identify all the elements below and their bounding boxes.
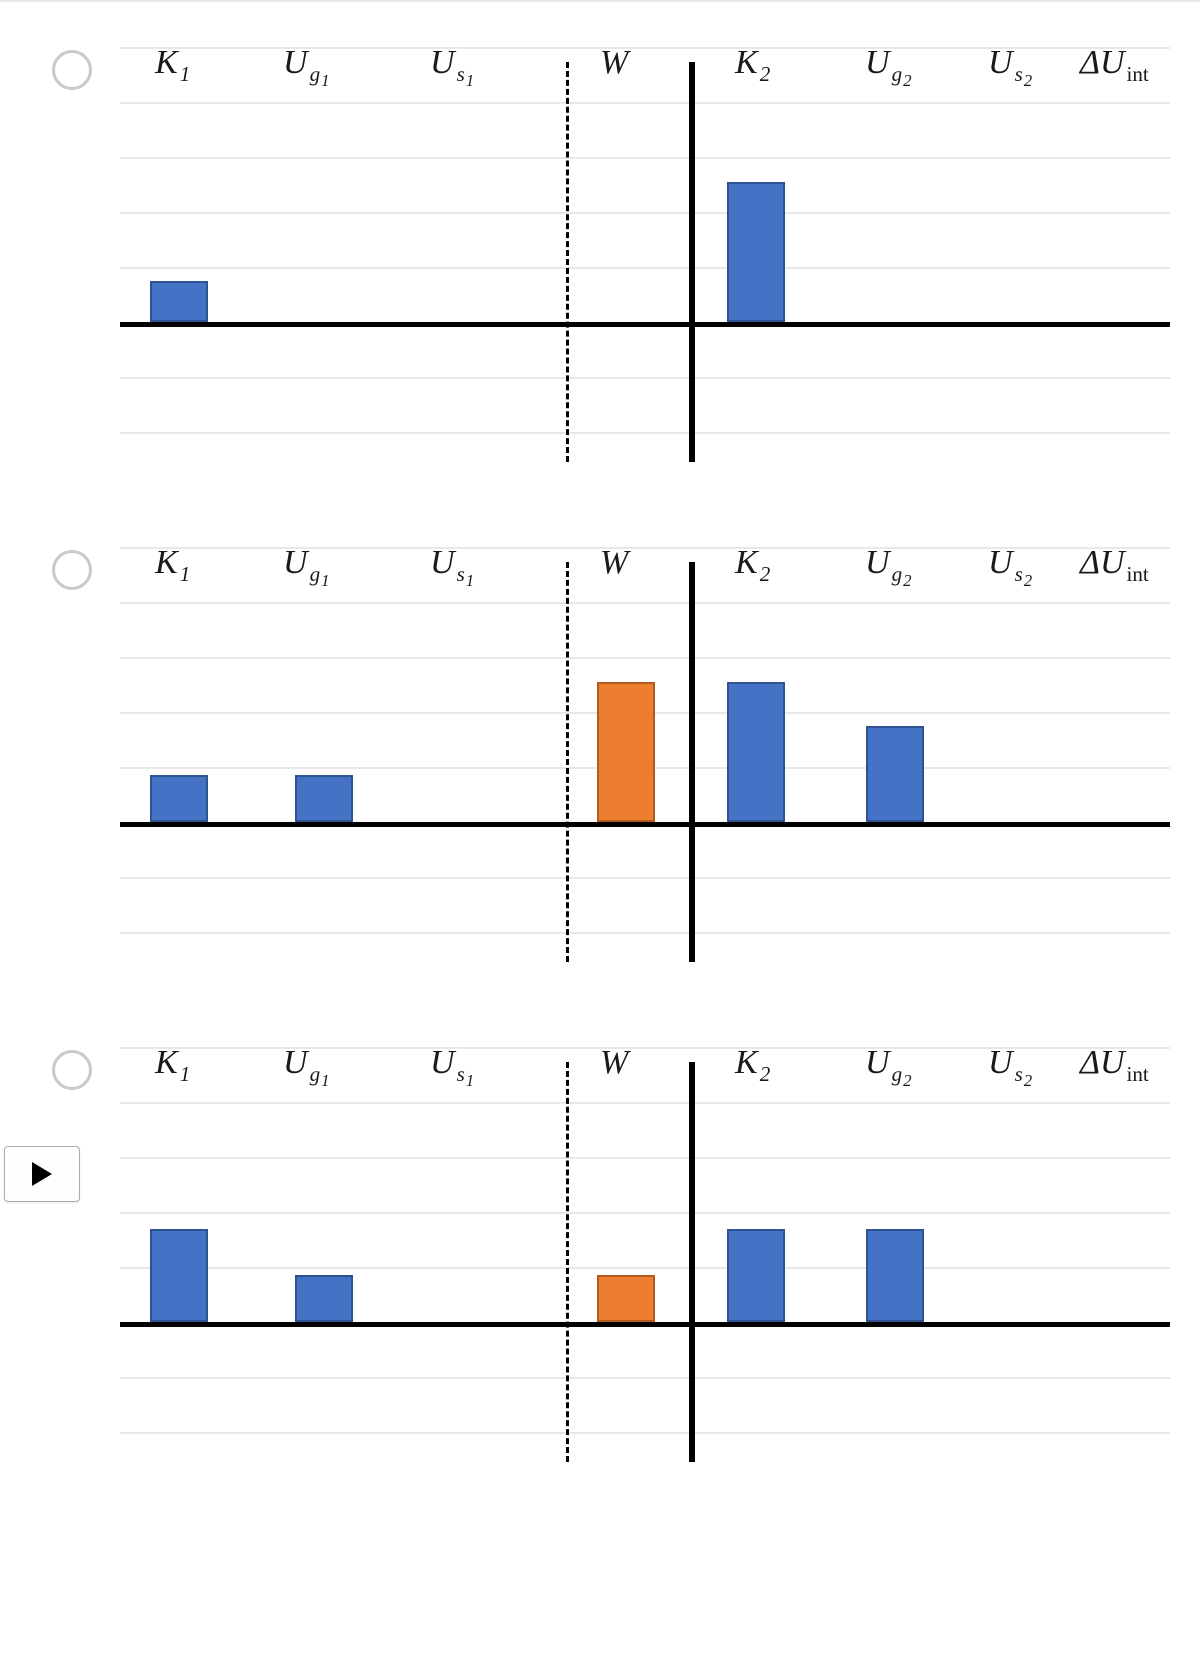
gridline: [120, 212, 1170, 214]
column-label-dUint: ΔUint: [1080, 1044, 1149, 1087]
column-label-Us2: Us2: [988, 1044, 1032, 1091]
divider-solid: [689, 62, 695, 462]
gridline: [120, 267, 1170, 269]
gridline: [120, 657, 1170, 659]
gridline: [120, 432, 1170, 434]
play-icon: [32, 1162, 52, 1186]
gridline: [120, 1432, 1170, 1434]
bar-K1: [150, 281, 208, 322]
divider-dashed: [566, 1062, 569, 1462]
column-label-K2: K2: [735, 44, 770, 87]
x-axis: [120, 822, 1170, 827]
column-label-W: W: [600, 544, 628, 582]
bar-K1: [150, 1229, 208, 1323]
gridline: [120, 1267, 1170, 1269]
column-label-W: W: [600, 1044, 628, 1082]
bar-Ug2: [866, 726, 924, 822]
column-label-dUint: ΔUint: [1080, 544, 1149, 587]
energy-bar-chart: K1 Ug1 Us1 W K2 Ug2 Us2 ΔUint: [120, 22, 1170, 462]
column-label-Ug2: Ug2: [865, 544, 912, 591]
column-label-Us1: Us1: [430, 1044, 474, 1091]
bar-Ug1: [295, 1275, 353, 1322]
play-button[interactable]: [4, 1146, 80, 1202]
gridline: [120, 932, 1170, 934]
column-label-K1: K1: [155, 1044, 190, 1087]
bar-K2: [727, 682, 785, 822]
column-label-K1: K1: [155, 544, 190, 587]
gridline: [120, 102, 1170, 104]
gridline: [120, 377, 1170, 379]
divider-dashed: [566, 62, 569, 462]
column-label-K2: K2: [735, 1044, 770, 1087]
bar-Ug2: [866, 1229, 924, 1323]
column-label-Us1: Us1: [430, 44, 474, 91]
x-axis: [120, 322, 1170, 327]
radio-button[interactable]: [52, 50, 92, 90]
column-label-Us2: Us2: [988, 544, 1032, 591]
bar-Ug1: [295, 775, 353, 822]
gridline: [120, 877, 1170, 879]
bar-W: [597, 682, 655, 822]
bar-W: [597, 1275, 655, 1322]
gridline: [120, 1212, 1170, 1214]
radio-button[interactable]: [52, 1050, 92, 1090]
column-label-dUint: ΔUint: [1080, 44, 1149, 87]
bar-K2: [727, 182, 785, 322]
divider-solid: [689, 1062, 695, 1462]
gridline: [120, 602, 1170, 604]
bar-K2: [727, 1229, 785, 1323]
gridline: [120, 1102, 1170, 1104]
column-label-Ug2: Ug2: [865, 44, 912, 91]
divider-solid: [689, 562, 695, 962]
column-label-Us1: Us1: [430, 544, 474, 591]
column-label-K1: K1: [155, 44, 190, 87]
radio-button[interactable]: [52, 550, 92, 590]
x-axis: [120, 1322, 1170, 1327]
column-label-Us2: Us2: [988, 44, 1032, 91]
answer-option[interactable]: K1 Ug1 Us1 W K2 Ug2 Us2 ΔUint: [0, 22, 1200, 462]
energy-bar-chart: K1 Ug1 Us1 W K2 Ug2 Us2 ΔUint: [120, 522, 1170, 962]
answer-option[interactable]: K1 Ug1 Us1 W K2 Ug2 Us2 ΔUint: [0, 522, 1200, 962]
gridline: [120, 157, 1170, 159]
gridline: [120, 1377, 1170, 1379]
gridline: [120, 1157, 1170, 1159]
column-label-W: W: [600, 44, 628, 82]
column-label-Ug1: Ug1: [283, 44, 330, 91]
energy-bar-chart: K1 Ug1 Us1 W K2 Ug2 Us2 ΔUint: [120, 1022, 1170, 1462]
answer-option[interactable]: K1 Ug1 Us1 W K2 Ug2 Us2 ΔUint: [0, 1022, 1200, 1462]
column-label-Ug1: Ug1: [283, 544, 330, 591]
bar-K1: [150, 775, 208, 822]
column-label-K2: K2: [735, 544, 770, 587]
column-label-Ug1: Ug1: [283, 1044, 330, 1091]
divider-dashed: [566, 562, 569, 962]
column-label-Ug2: Ug2: [865, 1044, 912, 1091]
